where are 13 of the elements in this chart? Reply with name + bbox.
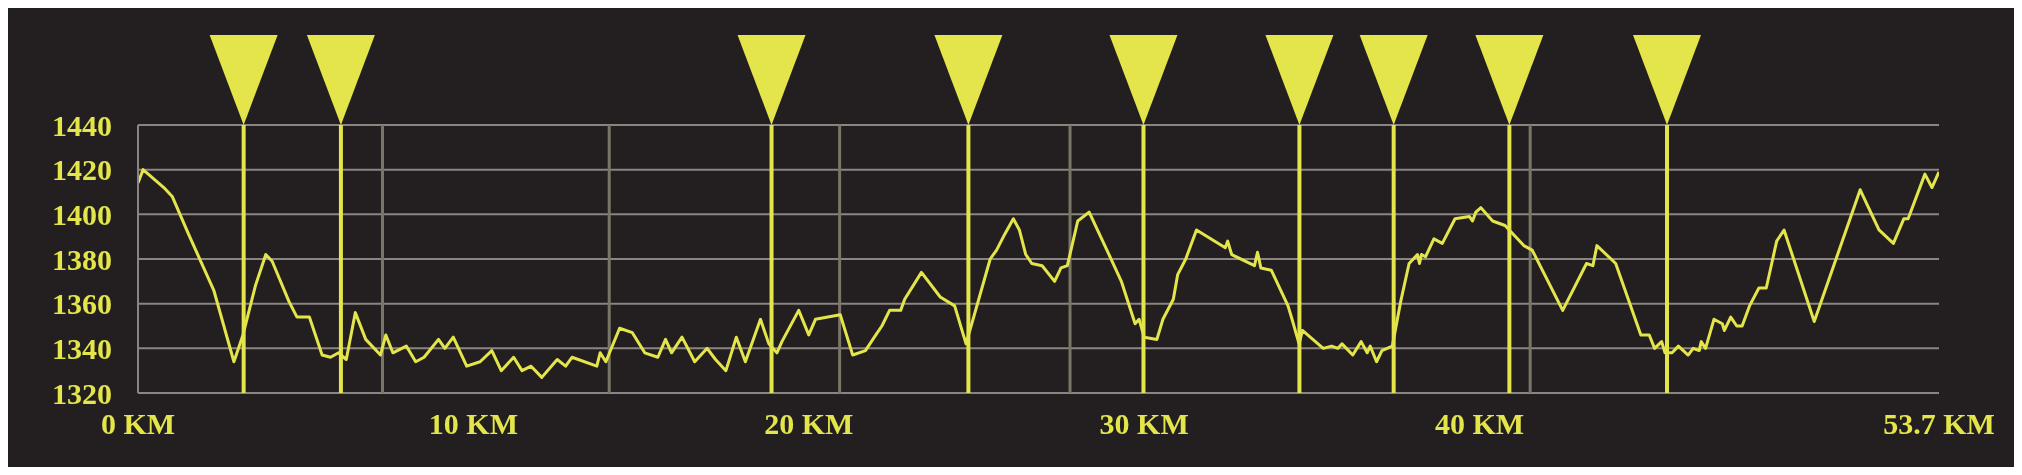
- y-tick-label: 1400: [52, 197, 112, 231]
- y-tick-label: 1420: [52, 153, 112, 187]
- y-tick-label: 1360: [52, 287, 112, 321]
- x-tick-label: 30 KM: [1099, 407, 1189, 441]
- y-tick-label: 1440: [52, 108, 112, 142]
- y-tick-label: 1320: [52, 376, 112, 410]
- y-tick-label: 1340: [52, 331, 112, 365]
- x-tick-label: 53.7 KM: [1883, 407, 1995, 441]
- y-tick-label: 1380: [52, 242, 112, 276]
- x-tick-label: 40 KM: [1434, 407, 1525, 441]
- x-tick-label: 20 KM: [764, 407, 854, 441]
- x-tick-label: 0 KM: [100, 407, 176, 441]
- x-tick-label: 10 KM: [428, 407, 518, 441]
